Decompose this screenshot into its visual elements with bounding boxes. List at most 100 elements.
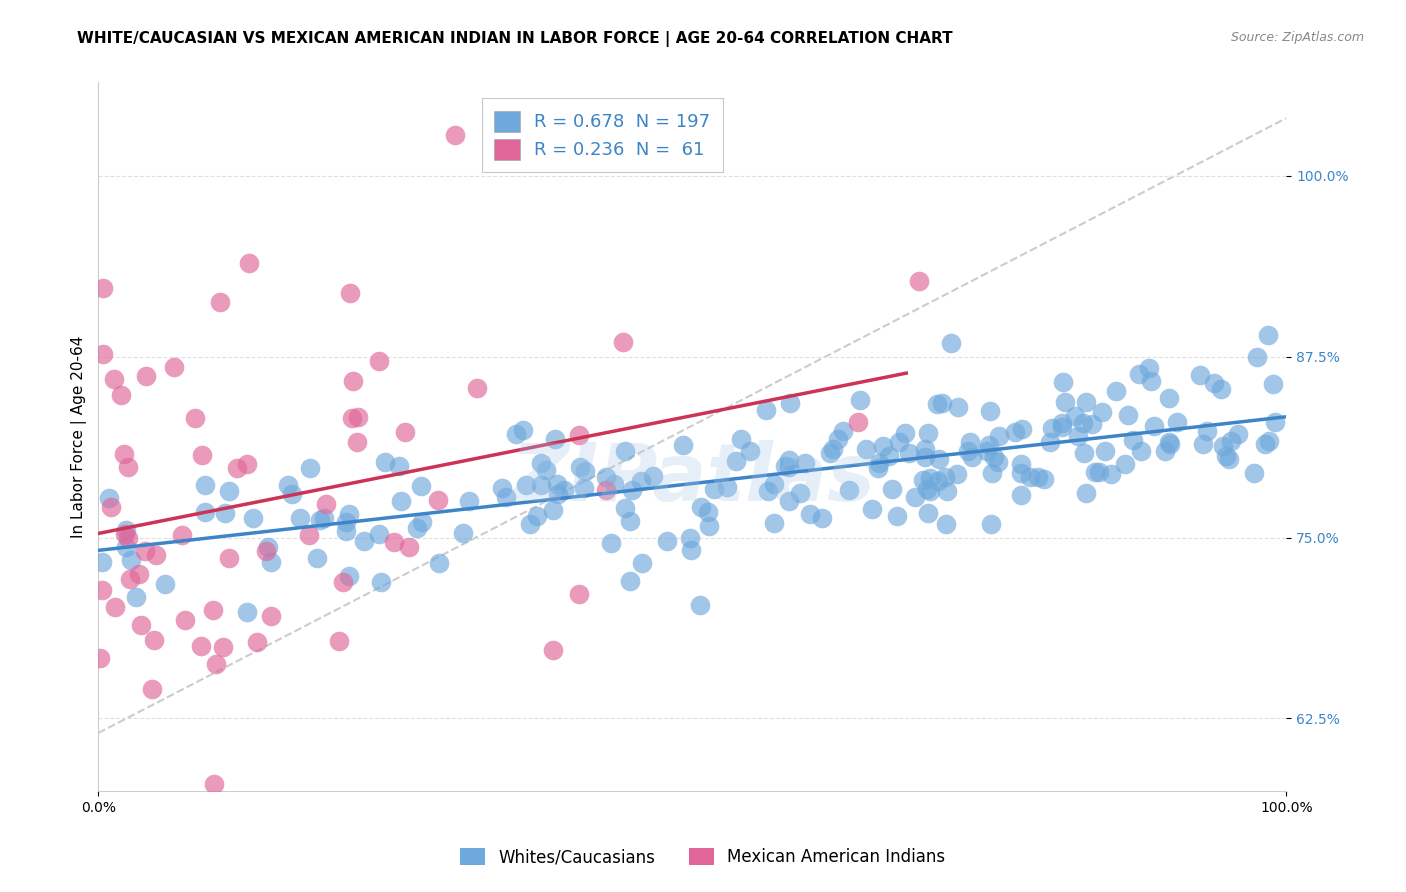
- Point: [928, 452, 950, 467]
- Point: [131, 617, 153, 632]
- Point: [1010, 488, 1032, 502]
- Point: [541, 503, 564, 517]
- Point: [1114, 457, 1136, 471]
- Point: [1130, 443, 1153, 458]
- Point: [134, 544, 156, 558]
- Point: [172, 528, 194, 542]
- Point: [1261, 377, 1284, 392]
- Point: [512, 423, 534, 437]
- Point: [655, 534, 678, 549]
- Point: [114, 527, 136, 541]
- Point: [100, 500, 122, 515]
- Point: [409, 479, 432, 493]
- Point: [519, 517, 541, 532]
- Point: [763, 477, 786, 491]
- Point: [820, 445, 842, 459]
- Point: [915, 483, 938, 497]
- Point: [671, 438, 693, 452]
- Point: [880, 483, 903, 497]
- Point: [256, 540, 278, 554]
- Point: [946, 467, 969, 482]
- Point: [543, 642, 565, 657]
- Point: [427, 493, 450, 508]
- Point: [1052, 375, 1074, 389]
- Point: [104, 600, 127, 615]
- Point: [868, 461, 890, 475]
- Point: [145, 548, 167, 562]
- Point: [917, 506, 939, 520]
- Point: [959, 435, 981, 450]
- Point: [1004, 425, 1026, 439]
- Point: [281, 487, 304, 501]
- Point: [1073, 446, 1095, 460]
- Point: [823, 442, 845, 456]
- Point: [689, 500, 711, 514]
- Point: [979, 404, 1001, 418]
- Point: [246, 635, 269, 649]
- Point: [125, 590, 148, 604]
- Point: [1064, 409, 1087, 424]
- Point: [980, 517, 1002, 532]
- Point: [977, 438, 1000, 452]
- Point: [1122, 434, 1144, 448]
- Point: [1243, 466, 1265, 480]
- Point: [1080, 417, 1102, 431]
- Point: [1067, 429, 1090, 443]
- Point: [987, 455, 1010, 469]
- Point: [811, 511, 834, 525]
- Point: [534, 463, 557, 477]
- Point: [976, 443, 998, 458]
- Point: [621, 483, 644, 498]
- Point: [778, 453, 800, 467]
- Point: [547, 487, 569, 501]
- Point: [315, 497, 337, 511]
- Point: [860, 502, 883, 516]
- Point: [451, 526, 474, 541]
- Point: [778, 494, 800, 508]
- Point: [778, 460, 800, 475]
- Point: [1191, 437, 1213, 451]
- Point: [530, 456, 553, 470]
- Point: [1140, 374, 1163, 388]
- Point: [569, 459, 592, 474]
- Point: [908, 274, 931, 288]
- Point: [574, 464, 596, 478]
- Point: [935, 517, 957, 532]
- Point: [641, 469, 664, 483]
- Point: [793, 456, 815, 470]
- Point: [868, 456, 890, 470]
- Point: [259, 609, 281, 624]
- Point: [339, 286, 361, 301]
- Point: [904, 490, 927, 504]
- Point: [1053, 395, 1076, 409]
- Point: [236, 457, 259, 471]
- Point: [91, 555, 114, 569]
- Point: [218, 483, 240, 498]
- Point: [374, 455, 396, 469]
- Point: [332, 574, 354, 589]
- Point: [1128, 368, 1150, 382]
- Point: [981, 466, 1004, 480]
- Point: [877, 449, 900, 463]
- Point: [298, 460, 321, 475]
- Point: [1218, 452, 1240, 467]
- Point: [309, 513, 332, 527]
- Point: [1212, 439, 1234, 453]
- Point: [775, 459, 797, 474]
- Point: [135, 369, 157, 384]
- Point: [846, 415, 869, 429]
- Point: [631, 556, 654, 570]
- Point: [202, 603, 225, 617]
- Point: [1257, 434, 1279, 449]
- Point: [1011, 422, 1033, 436]
- Point: [1188, 368, 1211, 383]
- Point: [925, 397, 948, 411]
- Point: [1090, 405, 1112, 419]
- Point: [174, 613, 197, 627]
- Point: [679, 531, 702, 545]
- Text: ZIPatlas: ZIPatlas: [510, 440, 875, 518]
- Point: [212, 640, 235, 654]
- Point: [1246, 350, 1268, 364]
- Point: [505, 427, 527, 442]
- Point: [382, 535, 405, 549]
